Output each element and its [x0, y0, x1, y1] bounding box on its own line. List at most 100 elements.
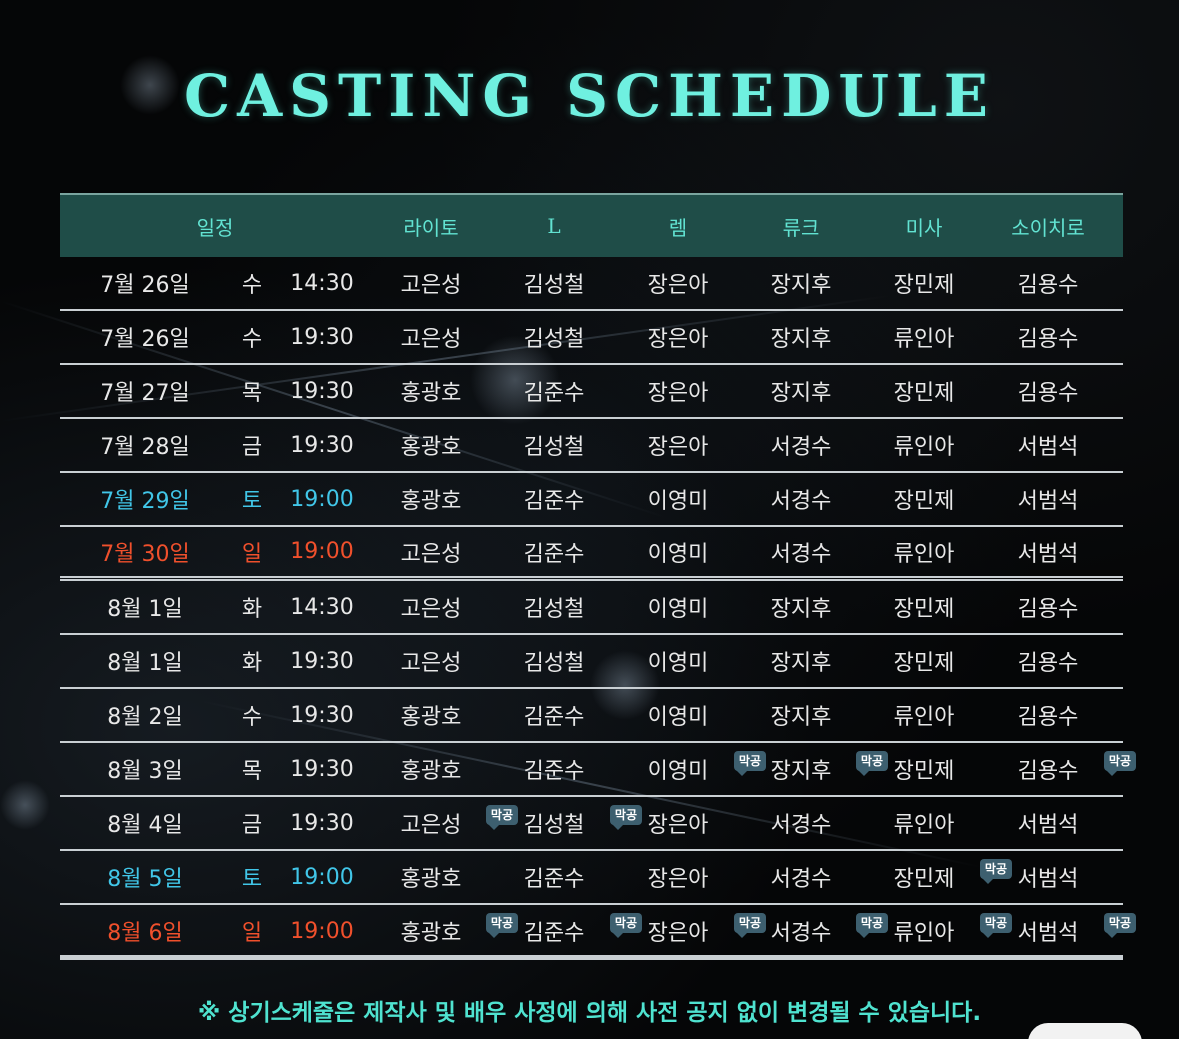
- table-row: 7월 26일 수 14:30 고은성 김성철 장은아 장지후 장민제 김용수: [60, 257, 1123, 311]
- cast-cell-text: 장은아: [647, 381, 709, 406]
- cast-cell: 서경수: [740, 807, 862, 839]
- cast-cell-text: 김용수: [1017, 381, 1079, 406]
- date-cell: 7월 30일: [60, 536, 230, 568]
- cast-cell-text: 장민제: [893, 651, 955, 676]
- final-show-badge: 막공: [485, 913, 518, 938]
- day-cell-text: 토: [241, 867, 263, 892]
- cast-cell-text: 고은성: [400, 273, 462, 298]
- cast-cell: 김준수 막공: [492, 913, 642, 947]
- table-row: 8월 5일 토 19:00 홍광호 김준수 장은아 서경수 장민제 막공 서범석: [60, 851, 1123, 905]
- cast-cell: 고은성: [370, 321, 492, 353]
- table-row: 8월 1일 화 19:30 고은성 김성철 이영미 장지후 장민제 김용수: [60, 635, 1123, 689]
- time-cell: 19:30: [274, 649, 370, 674]
- date-cell: 7월 29일: [60, 483, 230, 515]
- cast-cell-text: 장은아: [647, 435, 709, 460]
- cast-cell: 장민제: [862, 591, 986, 623]
- cast-cell-text: 김성철: [523, 813, 585, 838]
- cast-cell: 장민제: [862, 375, 986, 407]
- cast-cell-text: 김성철: [523, 597, 585, 622]
- cast-cell-text: 고은성: [400, 327, 462, 352]
- cast-cell-text: 이영미: [647, 759, 709, 784]
- cast-cell: 고은성: [370, 591, 492, 623]
- final-show-badge: 막공: [1103, 751, 1136, 776]
- header-light: 라이토: [403, 215, 459, 240]
- time-cell: 19:00: [274, 919, 370, 944]
- cast-cell-text: 류인아: [893, 921, 955, 946]
- cast-cell: 장지후: [740, 591, 862, 623]
- date-cell-text: 7월 26일: [100, 327, 190, 352]
- cast-cell-text: 장은아: [647, 921, 709, 946]
- cast-cell: 류인아: [862, 807, 986, 839]
- table-row: 8월 3일 목 19:30 홍광호 김준수 이영미 막공 장지후 막공 장민제 김용수 막공: [60, 743, 1136, 797]
- cast-cell-text: 서범석: [1017, 435, 1079, 460]
- cast-cell-text: 장지후: [770, 705, 832, 730]
- cast-cell: 고은성: [370, 267, 492, 299]
- cast-cell: 류인아: [862, 699, 986, 731]
- date-cell: 8월 4일: [60, 807, 230, 839]
- final-show-badge: 막공: [979, 913, 1012, 938]
- cast-cell: 장민제: [862, 753, 986, 785]
- table-row: 8월 1일 화 14:30 고은성 김성철 이영미 장지후 장민제 김용수: [60, 581, 1123, 635]
- table-row: 8월 4일 금 19:30 고은성 막공 김성철 막공 장은아 서경수 류인아 서범석: [60, 797, 1123, 851]
- time-cell-text: 19:30: [290, 756, 354, 782]
- cast-cell: 홍광호: [370, 861, 492, 893]
- cast-cell-text: 홍광호: [400, 759, 462, 784]
- cast-cell: 장은아: [616, 807, 740, 839]
- cast-cell: 서경수: [740, 483, 862, 515]
- day-cell: 화: [230, 591, 274, 623]
- cast-cell-text: 김용수: [1017, 597, 1079, 622]
- table-body: 7월 26일 수 14:30 고은성 김성철 장은아 장지후 장민제 김용수 7월 26일 수 19:…: [60, 257, 1136, 959]
- cast-cell-text: 서범석: [1017, 921, 1079, 946]
- cast-cell-text: 김용수: [1017, 705, 1079, 730]
- day-cell: 수: [230, 699, 274, 731]
- cast-cell: 이영미: [616, 536, 740, 568]
- cast-cell-text: 김성철: [523, 651, 585, 676]
- time-cell: 19:30: [274, 379, 370, 404]
- cast-cell-text: 장지후: [770, 597, 832, 622]
- header-rem: 렘: [668, 215, 688, 240]
- day-cell: 토: [230, 483, 274, 515]
- date-cell-text: 8월 5일: [107, 867, 183, 892]
- cast-cell: 서범석: [986, 429, 1110, 461]
- cast-cell: 김용수: [986, 591, 1110, 623]
- header-soichiro: 소이치로: [1011, 215, 1085, 240]
- cast-cell-text: 장지후: [770, 381, 832, 406]
- cast-cell: 장민제 막공: [862, 859, 1012, 893]
- final-show-badge: 막공: [733, 913, 766, 938]
- schedule-notice: ※ 상기스케줄은 제작사 및 배우 사정에 의해 사전 공지 없이 변경될 수 …: [197, 1000, 982, 1026]
- day-cell: 일: [230, 915, 274, 947]
- scroll-handle[interactable]: [1028, 1023, 1142, 1039]
- cast-cell-text: 홍광호: [400, 867, 462, 892]
- time-cell: 19:00: [274, 539, 370, 564]
- cast-cell-text: 김용수: [1017, 273, 1079, 298]
- time-cell-text: 14:30: [290, 594, 354, 620]
- cast-cell: 류인아: [862, 429, 986, 461]
- table-row: 7월 27일 목 19:30 홍광호 김준수 장은아 장지후 장민제 김용수: [60, 365, 1123, 419]
- day-cell-text: 일: [241, 541, 263, 567]
- header-misa: 미사: [905, 215, 943, 240]
- cast-cell: 장은아: [616, 321, 740, 353]
- cast-cell-text: 류인아: [893, 327, 955, 352]
- time-cell: 19:30: [274, 325, 370, 350]
- day-cell-text: 일: [241, 921, 263, 946]
- date-cell-text: 7월 27일: [100, 381, 190, 406]
- table-row: 8월 2일 수 19:30 홍광호 김준수 이영미 장지후 류인아 김용수: [60, 689, 1123, 743]
- cast-cell-text: 이영미: [647, 597, 709, 622]
- time-cell: 19:00: [274, 487, 370, 512]
- header-ryuk: 류크: [782, 215, 820, 240]
- cast-cell: 김용수 막공: [986, 751, 1136, 785]
- table-bottom-border: [60, 955, 1123, 960]
- cast-cell: 류인아: [862, 536, 986, 568]
- date-cell: 8월 2일: [60, 699, 230, 731]
- day-cell-text: 화: [241, 597, 263, 622]
- cast-cell: 김준수: [492, 699, 616, 731]
- day-cell-text: 금: [241, 813, 263, 838]
- table-row: 7월 29일 토 19:00 홍광호 김준수 이영미 서경수 장민제 서범석: [60, 473, 1123, 527]
- time-cell-text: 19:30: [290, 324, 354, 350]
- cast-cell-text: 홍광호: [400, 435, 462, 460]
- day-cell: 금: [230, 807, 274, 839]
- day-cell-text: 토: [241, 489, 263, 514]
- cast-cell-text: 장은아: [647, 273, 709, 298]
- cast-cell-text: 김용수: [1017, 651, 1079, 676]
- cast-cell-text: 고은성: [400, 597, 462, 622]
